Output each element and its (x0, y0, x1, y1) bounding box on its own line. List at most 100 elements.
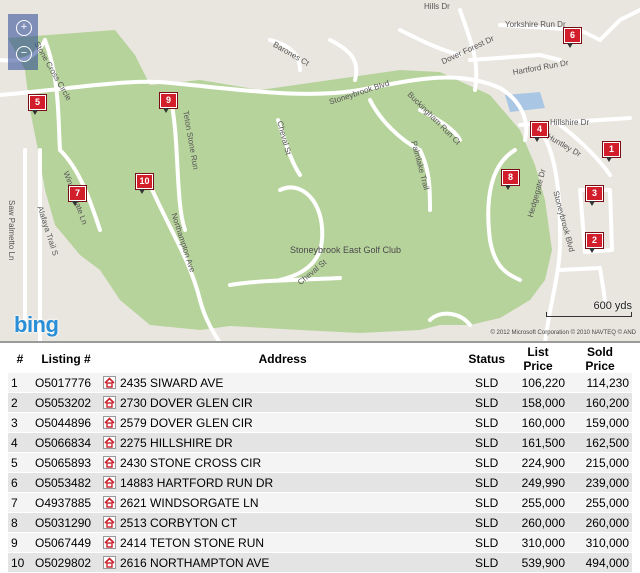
map-pin-4[interactable]: 4 (530, 121, 549, 142)
listing-number-cell[interactable]: O5044896 (32, 412, 100, 433)
map-pin-7[interactable]: 7 (68, 185, 87, 206)
table-row[interactable]: 4 O5066834 2275 HILLSHIRE DR SLD 161,500 162,… (8, 432, 632, 453)
address-text: 14883 HARTFORD RUN DR (120, 475, 274, 490)
status-cell: SLD (465, 392, 508, 413)
address-text: 2414 TETON STONE RUN (120, 535, 265, 550)
sold-price-cell: 159,000 (568, 412, 632, 433)
listing-number-cell[interactable]: O5053202 (32, 392, 100, 413)
address-cell[interactable]: 2579 DOVER GLEN CIR (100, 412, 466, 433)
listing-number-cell[interactable]: O5029802 (32, 552, 100, 573)
map-pin-6[interactable]: 6 (563, 27, 582, 48)
street-label: Hills Dr (424, 2, 450, 11)
map-view[interactable]: Hills Dr Yorkshire Run Dr Stone Cross Ci… (0, 0, 640, 343)
status-cell: SLD (465, 373, 508, 393)
map-pin-8[interactable]: 8 (501, 169, 520, 190)
listing-number-cell[interactable]: O5067449 (32, 532, 100, 553)
address-cell[interactable]: 2616 NORTHAMPTON AVE (100, 552, 466, 573)
home-icon[interactable] (103, 535, 116, 549)
table-row[interactable]: 1 O5017776 2435 SIWARD AVE SLD 106,220 114,23… (8, 373, 632, 393)
address-text: 2579 DOVER GLEN CIR (120, 415, 253, 430)
table-row[interactable]: 5 O5065893 2430 STONE CROSS CIR SLD 224,900 2… (8, 452, 632, 473)
status-cell: SLD (465, 512, 508, 533)
row-index-cell: 8 (8, 512, 32, 533)
address-cell[interactable]: 2430 STONE CROSS CIR (100, 452, 466, 473)
list-price-cell: 249,990 (508, 472, 568, 493)
home-icon[interactable] (103, 395, 116, 409)
table-row[interactable]: 10 O5029802 2616 NORTHAMPTON AVE SLD 539,900… (8, 552, 632, 573)
header-listing: Listing # (32, 345, 100, 373)
header-list-price: List Price (508, 345, 568, 373)
header-status: Status (465, 345, 508, 373)
table-row[interactable]: 8 O5031290 2513 CORBYTON CT SLD 260,000 260,0… (8, 512, 632, 533)
row-index-cell: 2 (8, 392, 32, 413)
sold-price-cell: 215,000 (568, 452, 632, 473)
address-cell[interactable]: 2730 DOVER GLEN CIR (100, 392, 466, 413)
map-pin-1[interactable]: 1 (602, 141, 621, 162)
listing-table: # Listing # Address Status List Price So… (8, 345, 632, 573)
address-text: 2275 HILLSHIRE DR (120, 435, 233, 450)
list-price-cell: 310,000 (508, 532, 568, 553)
listing-number-cell[interactable]: O5053482 (32, 472, 100, 493)
table-row[interactable]: 3 O5044896 2579 DOVER GLEN CIR SLD 160,000 15… (8, 412, 632, 433)
listing-number-cell[interactable]: O5031290 (32, 512, 100, 533)
status-cell: SLD (465, 492, 508, 513)
list-price-cell: 224,900 (508, 452, 568, 473)
map-pin-2[interactable]: 2 (585, 232, 604, 253)
address-cell[interactable]: 2275 HILLSHIRE DR (100, 432, 466, 453)
listing-number-cell[interactable]: O5065893 (32, 452, 100, 473)
listing-number-cell[interactable]: O4937885 (32, 492, 100, 513)
scale-bar: 600 yds (546, 300, 632, 317)
map-pin-3[interactable]: 3 (585, 185, 604, 206)
zoom-in-icon[interactable]: + (16, 20, 32, 36)
sold-price-cell: 114,230 (568, 373, 632, 393)
map-pin-10[interactable]: 10 (135, 173, 154, 194)
address-cell[interactable]: 2435 SIWARD AVE (100, 373, 466, 393)
row-index-cell: 4 (8, 432, 32, 453)
map-pin-9[interactable]: 9 (159, 92, 178, 113)
scale-label: 600 yds (593, 300, 632, 312)
row-index-cell: 3 (8, 412, 32, 433)
street-label: Yorkshire Run Dr (505, 20, 566, 29)
row-index-cell: 10 (8, 552, 32, 573)
home-icon[interactable] (103, 455, 116, 469)
home-icon[interactable] (103, 475, 116, 489)
table-row[interactable]: 9 O5067449 2414 TETON STONE RUN SLD 310,000 3… (8, 532, 632, 553)
table-row[interactable]: 2 O5053202 2730 DOVER GLEN CIR SLD 158,000 16… (8, 392, 632, 413)
zoom-out-icon[interactable]: − (16, 46, 32, 62)
header-sold-price: Sold Price (568, 345, 632, 373)
row-index-cell: 6 (8, 472, 32, 493)
bing-logo: bing (14, 312, 59, 337)
listing-number-cell[interactable]: O5017776 (32, 373, 100, 393)
sold-price-cell: 239,000 (568, 472, 632, 493)
address-text: 2730 DOVER GLEN CIR (120, 395, 253, 410)
table-row[interactable]: 7 O4937885 2621 WINDSORGATE LN SLD 255,000 25… (8, 492, 632, 513)
home-icon[interactable] (103, 515, 116, 529)
sold-price-cell: 494,000 (568, 552, 632, 573)
header-index: # (8, 345, 32, 373)
address-text: 2513 CORBYTON CT (120, 515, 238, 530)
list-price-cell: 161,500 (508, 432, 568, 453)
map-copyright: © 2012 Microsoft Corporation © 2010 NAVT… (490, 330, 636, 336)
home-icon[interactable] (103, 435, 116, 449)
status-cell: SLD (465, 552, 508, 573)
status-cell: SLD (465, 452, 508, 473)
address-cell[interactable]: 2621 WINDSORGATE LN (100, 492, 466, 513)
address-cell[interactable]: 2513 CORBYTON CT (100, 512, 466, 533)
home-icon[interactable] (103, 375, 116, 389)
scale-line (546, 312, 632, 317)
list-price-cell: 106,220 (508, 373, 568, 393)
status-cell: SLD (465, 412, 508, 433)
address-cell[interactable]: 2414 TETON STONE RUN (100, 532, 466, 553)
map-pin-5[interactable]: 5 (28, 94, 47, 115)
zoom-control: + − (8, 14, 38, 70)
list-price-cell: 158,000 (508, 392, 568, 413)
header-address: Address (100, 345, 466, 373)
table-row[interactable]: 6 O5053482 14883 HARTFORD RUN DR SLD 249,990… (8, 472, 632, 493)
sold-price-cell: 160,200 (568, 392, 632, 413)
home-icon[interactable] (103, 415, 116, 429)
golf-club-label: Stoneybrook East Golf Club (290, 245, 402, 255)
home-icon[interactable] (103, 495, 116, 509)
home-icon[interactable] (103, 555, 116, 569)
address-cell[interactable]: 14883 HARTFORD RUN DR (100, 472, 466, 493)
listing-number-cell[interactable]: O5066834 (32, 432, 100, 453)
